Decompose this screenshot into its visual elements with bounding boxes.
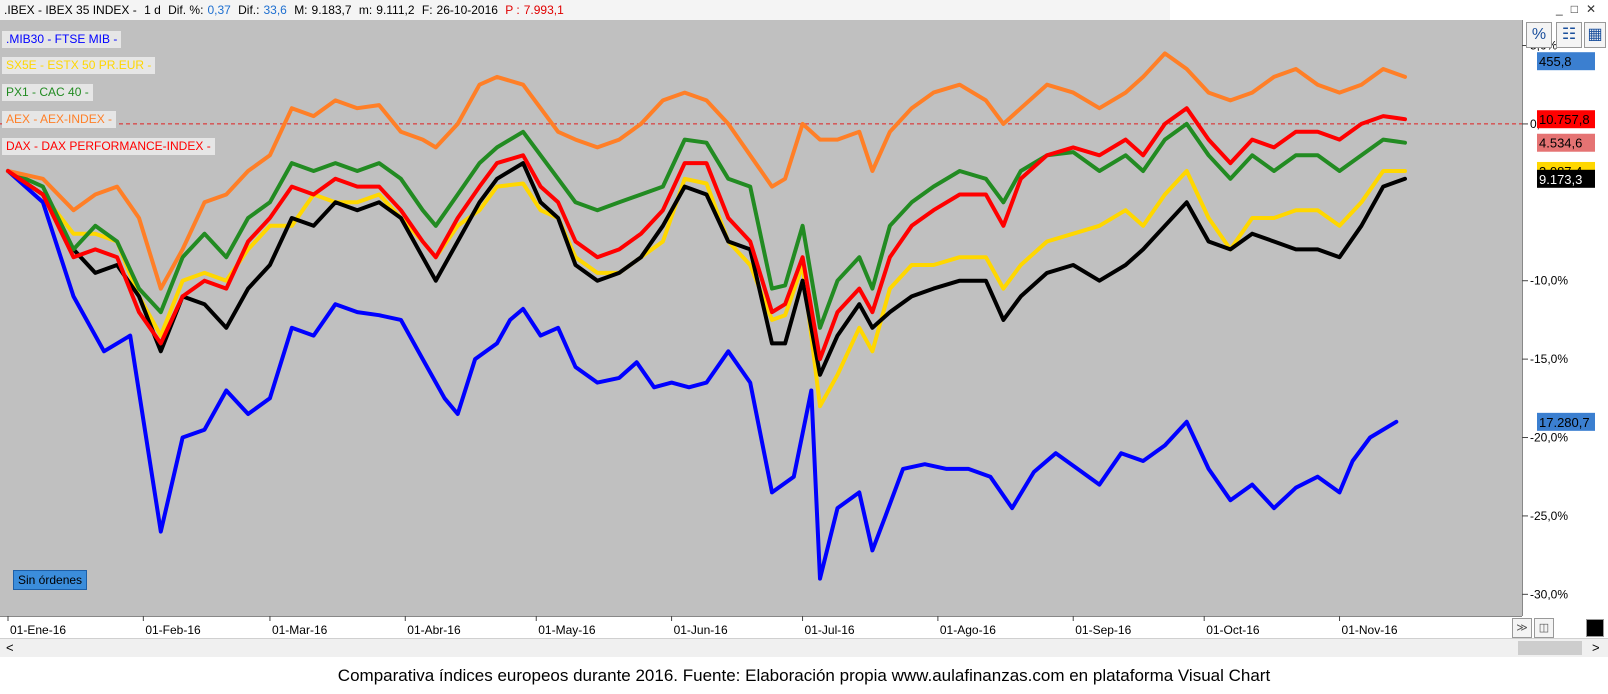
- series-line-4: [6, 51, 1407, 291]
- y-tick-label: -30,0%: [1530, 587, 1568, 601]
- x-tick-label: 01-May-16: [538, 623, 596, 637]
- series-line-0: [6, 169, 1399, 581]
- x-tick-label: 01-Jun-16: [674, 623, 728, 637]
- last-value-label: 17.280,7: [1539, 415, 1590, 430]
- last-value-box: [1537, 52, 1595, 71]
- last-value-label: 4.534,6: [1539, 136, 1582, 151]
- x-tick-label: 01-Oct-16: [1206, 623, 1260, 637]
- series-line-2: [6, 161, 1407, 377]
- legend-label: PX1 - CAC 40 -: [6, 85, 89, 99]
- max-label: M:: [294, 3, 308, 17]
- series-line-1: [6, 169, 1407, 409]
- last-value-box: [1537, 169, 1595, 188]
- no-orders-badge: Sin órdenes: [13, 570, 88, 590]
- window-controls: _□✕: [1556, 0, 1604, 18]
- legend-item-px1[interactable]: PX1 - CAC 40 -: [2, 84, 93, 101]
- legend-item-aex[interactable]: AEX - AEX-INDEX -: [2, 111, 117, 128]
- scroll-right-icon[interactable]: >: [1592, 640, 1600, 655]
- period: 1 d: [144, 3, 161, 17]
- p-label: P :: [505, 3, 520, 17]
- x-tick-label: 01-Feb-16: [145, 623, 201, 637]
- split-view-icon[interactable]: ◫: [1534, 618, 1554, 638]
- legend-label: .MIB30 - FTSE MIB -: [6, 32, 118, 46]
- legend-item-mib30[interactable]: .MIB30 - FTSE MIB -: [2, 31, 122, 48]
- series-line-3: [6, 121, 1407, 330]
- close-icon[interactable]: ✕: [1585, 2, 1604, 16]
- date-value: 26-10-2016: [436, 3, 498, 17]
- comparison-chart: 5,0%0,0%-10,0%-15,0%-20,0%-25,0%-30,0%17…: [0, 39, 1595, 637]
- x-tick-label: 01-Nov-16: [1342, 623, 1398, 637]
- date-label: F:: [421, 3, 433, 17]
- dif-label: Dif.:: [238, 3, 260, 17]
- x-tick-label: 01-Sep-16: [1075, 623, 1131, 637]
- black-square-icon[interactable]: [1586, 619, 1604, 637]
- min-value: 9.111,2: [376, 3, 415, 17]
- legend-item-dax[interactable]: DAX - DAX PERFORMANCE-INDEX -: [2, 138, 215, 155]
- x-tick-label: 01-Ago-16: [940, 623, 996, 637]
- coins-icon[interactable]: ☷: [1556, 22, 1582, 48]
- series-line-5: [6, 106, 1407, 362]
- dif-pct-value: 0,37: [207, 3, 231, 17]
- scroll-thumb[interactable]: [1518, 641, 1582, 655]
- p-value: 7.993,1: [523, 3, 564, 17]
- legend-label: DAX - DAX PERFORMANCE-INDEX -: [6, 139, 211, 153]
- dif-pct-label: Dif. %:: [168, 3, 204, 17]
- minimize-icon[interactable]: _: [1556, 2, 1571, 16]
- scroll-left-icon[interactable]: <: [6, 640, 14, 655]
- chart-header-bar: .IBEX - IBEX 35 INDEX - 1 d Dif. %: 0,37 …: [0, 0, 1170, 21]
- symbol-name: .IBEX - IBEX 35 INDEX -: [4, 3, 137, 17]
- zoom-fit-icon[interactable]: ≫: [1512, 618, 1532, 638]
- last-value-label: 10.757,8: [1539, 112, 1590, 127]
- min-label: m:: [358, 3, 373, 17]
- layout-icon[interactable]: ▦: [1584, 22, 1606, 48]
- y-tick-label: -25,0%: [1530, 509, 1568, 523]
- chart-plot-area[interactable]: [0, 20, 1522, 616]
- last-value-label: 9.173,3: [1539, 172, 1582, 187]
- y-tick-label: -20,0%: [1530, 431, 1568, 445]
- y-tick-label: -10,0%: [1530, 274, 1568, 288]
- x-tick-label: 01-Ene-16: [10, 623, 66, 637]
- x-axis-panel: [0, 616, 1522, 639]
- x-tick-label: 01-Mar-16: [272, 623, 328, 637]
- last-value-label: 455,8: [1539, 54, 1572, 69]
- x-tick-label: 01-Abr-16: [407, 623, 461, 637]
- maximize-icon[interactable]: □: [1570, 2, 1586, 16]
- dif-value: 33,6: [263, 3, 287, 17]
- last-value-box: [1537, 110, 1595, 129]
- percent-button[interactable]: %: [1526, 22, 1552, 48]
- x-tick-label: 01-Jul-16: [805, 623, 855, 637]
- figure-caption: Comparativa índices europeos durante 201…: [337, 666, 1271, 685]
- max-value: 9.183,7: [311, 3, 352, 17]
- legend-item-sx5e[interactable]: SX5E - ESTX 50 PR.EUR -: [2, 57, 156, 74]
- horizontal-scrollbar[interactable]: < >: [0, 638, 1608, 657]
- last-value-box: [1537, 133, 1595, 152]
- legend-label: SX5E - ESTX 50 PR.EUR -: [6, 58, 152, 72]
- y-tick-label: -15,0%: [1530, 352, 1568, 366]
- legend-label: AEX - AEX-INDEX -: [6, 112, 113, 126]
- last-value-box: [1537, 412, 1595, 431]
